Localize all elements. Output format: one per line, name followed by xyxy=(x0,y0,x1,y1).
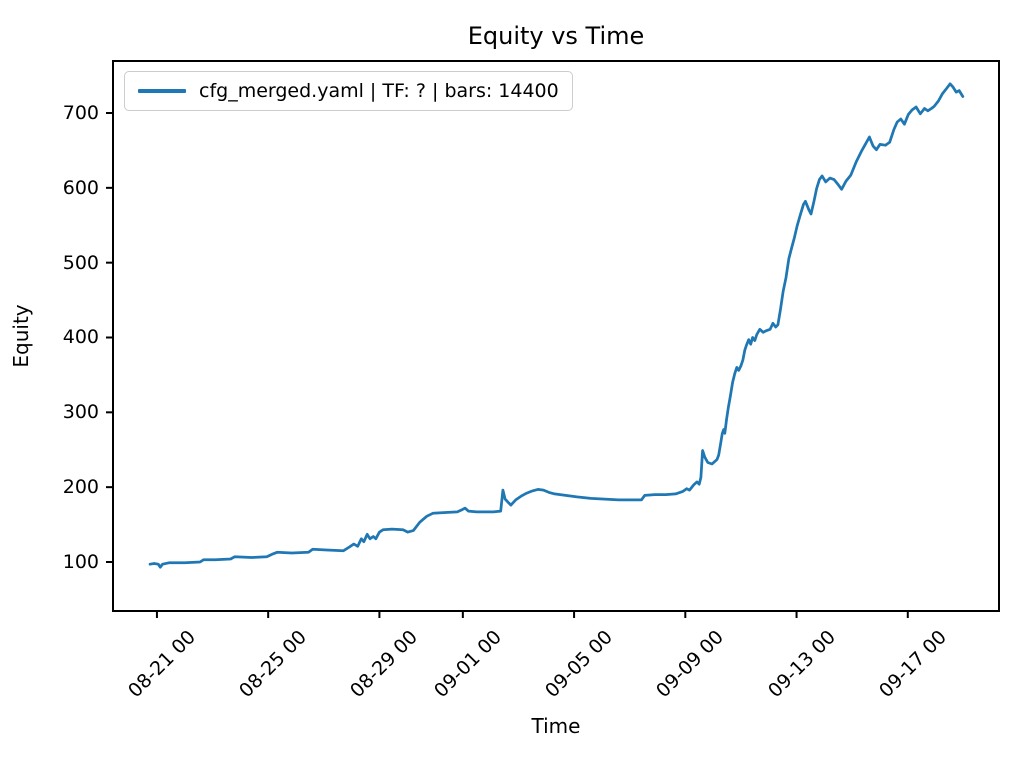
x-tick-label-09-05-00: 09-05 00 xyxy=(541,626,618,702)
y-tick-label-200: 200 xyxy=(62,476,99,499)
y-tick-label-300: 300 xyxy=(62,401,99,424)
y-axis-label: Equity xyxy=(9,304,33,368)
axes-frame xyxy=(112,60,1000,612)
x-tick-label-09-17-00: 09-17 00 xyxy=(874,626,951,702)
y-tick-label-600: 600 xyxy=(62,176,99,199)
legend: cfg_merged.yaml | TF: ? | bars: 14400 xyxy=(124,71,573,111)
x-tick-label-09-09-00: 09-09 00 xyxy=(652,626,729,702)
x-tick-label-08-25-00: 08-25 00 xyxy=(235,626,312,702)
plot-area xyxy=(106,60,1000,618)
x-tick-label-09-13-00: 09-13 00 xyxy=(763,626,840,702)
chart-title: Equity vs Time xyxy=(467,22,645,50)
x-tick-label-08-21-00: 08-21 00 xyxy=(123,626,200,702)
y-tick-label-500: 500 xyxy=(62,251,99,274)
x-axis-label: Time xyxy=(531,714,581,738)
legend-label: cfg_merged.yaml | TF: ? | bars: 14400 xyxy=(199,80,559,102)
legend-line-sample-icon xyxy=(138,89,186,93)
y-tick-label-700: 700 xyxy=(62,102,99,124)
y-tick-label-400: 400 xyxy=(62,326,99,349)
equity-line-series xyxy=(148,82,965,569)
tick-marks xyxy=(106,112,909,618)
y-tick-label-100: 100 xyxy=(62,550,99,573)
